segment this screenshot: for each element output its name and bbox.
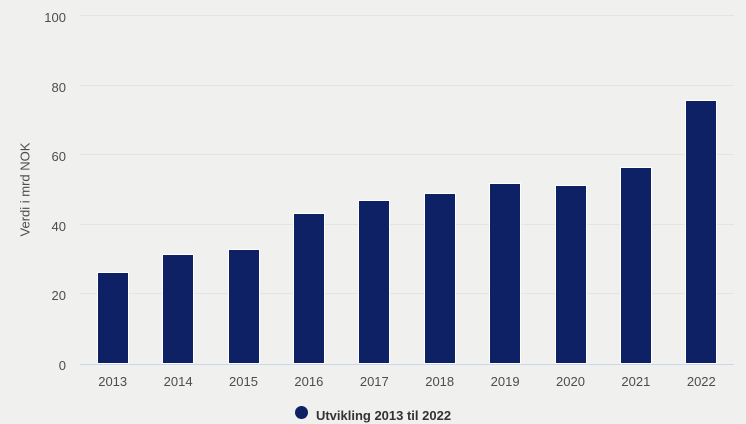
y-axis-title: Verdi i mrd NOK xyxy=(17,142,33,237)
legend[interactable]: Utvikling 2013 til 2022 xyxy=(0,406,746,424)
bar-2014[interactable] xyxy=(162,254,194,364)
x-tick-label-2019: 2019 xyxy=(490,374,520,389)
y-tick-label-0: 0 xyxy=(58,358,66,373)
bar-2021[interactable] xyxy=(620,167,652,364)
bar-2017[interactable] xyxy=(358,200,390,364)
x-tick-label-2016: 2016 xyxy=(294,374,324,389)
y-tick-label-80: 80 xyxy=(51,79,66,95)
x-axis-line xyxy=(80,364,734,365)
x-tick-label-2021: 2021 xyxy=(621,374,651,389)
x-tick-label-2014: 2014 xyxy=(163,374,193,389)
bar-2016[interactable] xyxy=(293,213,325,364)
bar-2019[interactable] xyxy=(489,183,521,364)
bar-2022[interactable] xyxy=(685,100,717,364)
y-tick-label-60: 60 xyxy=(51,149,66,165)
gridline-80 xyxy=(80,84,734,86)
x-tick-label-2020: 2020 xyxy=(556,374,585,389)
x-tick-label-2022: 2022 xyxy=(686,374,716,389)
x-tick-label-2015: 2015 xyxy=(229,374,258,389)
y-tick-label-20: 20 xyxy=(51,288,66,304)
y-tick-label-40: 40 xyxy=(51,218,66,234)
legend-label: Utvikling 2013 til 2022 xyxy=(315,408,452,423)
x-tick-label-2013: 2013 xyxy=(98,374,128,389)
bar-2020[interactable] xyxy=(555,185,587,364)
y-tick-label-100: 100 xyxy=(44,10,66,25)
bar-2018[interactable] xyxy=(424,193,456,364)
x-tick-label-2018: 2018 xyxy=(425,374,455,389)
gridline-60 xyxy=(80,154,734,156)
legend-marker-circle-icon xyxy=(294,406,308,419)
x-tick-label-2017: 2017 xyxy=(359,374,389,389)
bar-2013[interactable] xyxy=(97,272,129,364)
gridline-100 xyxy=(80,15,734,16)
bar-2015[interactable] xyxy=(228,249,260,364)
